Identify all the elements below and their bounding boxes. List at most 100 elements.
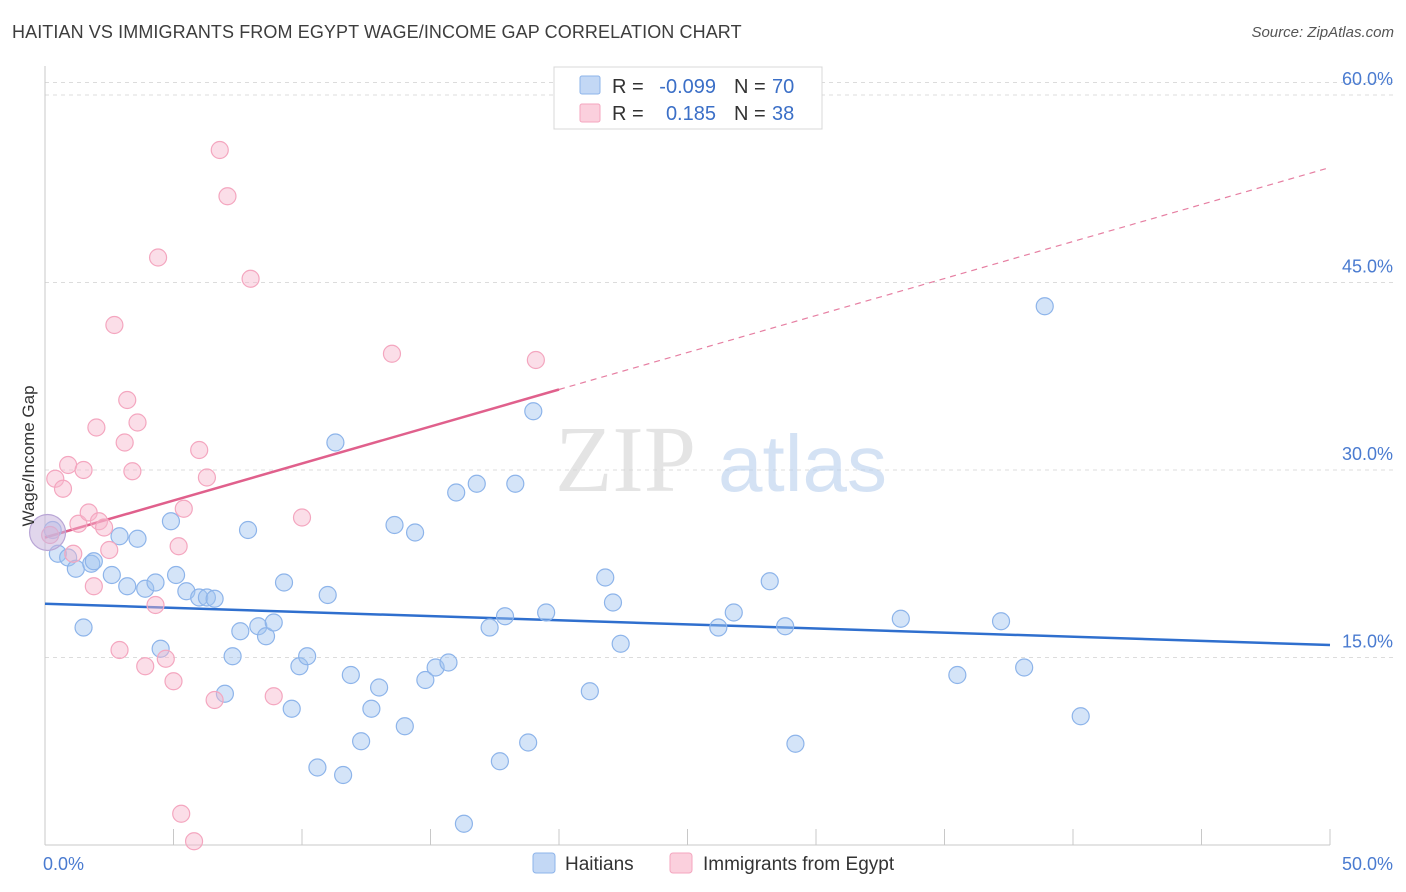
egypt-point-36 bbox=[526, 350, 545, 370]
haitians-point-24 bbox=[249, 617, 268, 636]
egypt-point-33 bbox=[264, 687, 283, 706]
haitians-point-49 bbox=[490, 752, 509, 771]
trend-line-egypt bbox=[44, 388, 560, 539]
cluster-point bbox=[28, 513, 67, 552]
egypt-point-6 bbox=[74, 460, 93, 480]
trend-line-egypt-extension bbox=[558, 166, 1331, 391]
haitians-point-61 bbox=[760, 572, 779, 591]
haitians-point-52 bbox=[519, 733, 538, 752]
haitians-point-55 bbox=[580, 682, 599, 701]
bottom-legend-label-haitians: Haitians bbox=[565, 854, 634, 875]
haitians-point-6 bbox=[84, 552, 103, 571]
haitians-point-35 bbox=[341, 665, 360, 685]
haitians-point-42 bbox=[416, 670, 435, 690]
haitians-point-17 bbox=[190, 588, 209, 607]
egypt-point-19 bbox=[146, 595, 165, 615]
haitians-point-37 bbox=[362, 699, 381, 718]
x-tick-label-1: 50.0% bbox=[1342, 854, 1393, 874]
bottom-legend-swatch-egypt bbox=[669, 852, 693, 874]
legend-swatch-haitians bbox=[579, 75, 601, 95]
haitians-point-4 bbox=[74, 618, 93, 637]
egypt-point-25 bbox=[172, 804, 191, 823]
bottom-legend-label-egypt: Immigrants from Egypt bbox=[703, 854, 895, 875]
haitians-point-10 bbox=[128, 529, 147, 548]
haitians-point-47 bbox=[467, 474, 486, 493]
haitians-point-7 bbox=[102, 565, 121, 585]
egypt-point-29 bbox=[205, 690, 224, 710]
haitians-point-18 bbox=[197, 588, 217, 607]
legend-r-label-2: R = bbox=[612, 103, 644, 125]
y-tick-label-0: 15.0% bbox=[1342, 632, 1393, 652]
haitians-point-62 bbox=[776, 617, 795, 636]
egypt-point-35 bbox=[382, 344, 402, 363]
haitians-point-14 bbox=[161, 512, 181, 531]
haitians-point-69 bbox=[1071, 707, 1090, 726]
haitians-point-19 bbox=[205, 589, 224, 608]
data-points bbox=[28, 140, 1090, 851]
egypt-point-11 bbox=[100, 540, 119, 560]
egypt-point-34 bbox=[292, 508, 312, 527]
haitians-point-44 bbox=[439, 653, 458, 672]
series-legend: Haitians Immigrants from Egypt bbox=[532, 852, 895, 875]
watermark-zip: ZIP bbox=[555, 408, 696, 512]
haitians-point-8 bbox=[110, 527, 129, 546]
haitians-point-65 bbox=[948, 665, 967, 685]
egypt-point-17 bbox=[128, 413, 147, 432]
haitians-point-12 bbox=[146, 573, 165, 592]
legend-n-label-2: N = bbox=[734, 103, 766, 125]
egypt-point-2 bbox=[53, 479, 73, 498]
egypt-point-26 bbox=[184, 832, 204, 851]
egypt-point-4 bbox=[64, 544, 83, 563]
haitians-point-11 bbox=[136, 579, 155, 598]
egypt-point-18 bbox=[136, 657, 155, 676]
haitians-point-56 bbox=[596, 568, 615, 587]
haitians-point-26 bbox=[264, 613, 283, 632]
haitians-point-40 bbox=[395, 717, 414, 736]
haitians-point-25 bbox=[256, 627, 276, 646]
haitians-point-66 bbox=[991, 612, 1011, 631]
watermark: ZIP atlas bbox=[555, 408, 887, 512]
haitians-point-58 bbox=[603, 593, 623, 612]
egypt-point-24 bbox=[169, 537, 188, 556]
chart-source: Source: ZipAtlas.com bbox=[1251, 24, 1394, 41]
egypt-point-15 bbox=[118, 390, 137, 410]
haitians-point-9 bbox=[118, 577, 137, 596]
egypt-point-27 bbox=[190, 440, 209, 460]
haitians-point-39 bbox=[385, 515, 404, 535]
haitians-point-63 bbox=[786, 734, 805, 753]
haitians-point-54 bbox=[537, 603, 556, 622]
egypt-point-28 bbox=[197, 468, 217, 487]
haitians-point-23 bbox=[238, 520, 258, 540]
trend-lines bbox=[44, 166, 1331, 647]
egypt-point-31 bbox=[218, 187, 237, 206]
haitians-point-5 bbox=[82, 554, 101, 573]
y-tick-label-1: 30.0% bbox=[1342, 444, 1393, 464]
egypt-point-37 bbox=[87, 418, 106, 437]
haitians-point-53 bbox=[524, 402, 543, 421]
haitians-point-67 bbox=[1015, 658, 1034, 677]
haitians-point-27 bbox=[274, 573, 294, 592]
bottom-legend-swatch-haitians bbox=[532, 852, 556, 874]
haitians-point-30 bbox=[298, 647, 317, 666]
haitians-point-33 bbox=[326, 433, 345, 452]
egypt-point-30 bbox=[210, 140, 229, 160]
x-tick-label-0: 0.0% bbox=[43, 854, 84, 874]
haitians-point-46 bbox=[454, 814, 474, 833]
egypt-point-23 bbox=[174, 499, 193, 518]
haitians-point-68 bbox=[1035, 297, 1054, 316]
haitians-point-50 bbox=[495, 607, 515, 626]
haitians-point-22 bbox=[231, 622, 250, 641]
egypt-point-3 bbox=[59, 455, 78, 475]
haitians-point-28 bbox=[282, 699, 301, 718]
egypt-point-8 bbox=[84, 577, 103, 596]
haitians-point-38 bbox=[370, 678, 389, 697]
trend-line-haitians bbox=[44, 602, 1331, 647]
haitians-point-20 bbox=[215, 684, 234, 703]
y-tick-label-2: 45.0% bbox=[1342, 257, 1393, 277]
haitians-point-34 bbox=[334, 765, 353, 785]
egypt-point-1 bbox=[46, 469, 65, 488]
legend-r-value-1: -0.099 bbox=[659, 76, 716, 98]
haitians-point-13 bbox=[151, 639, 170, 658]
egypt-point-5 bbox=[69, 514, 88, 533]
